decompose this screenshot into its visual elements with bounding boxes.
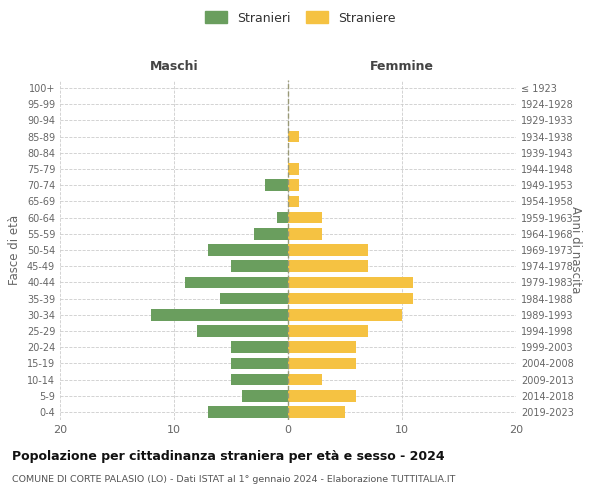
Bar (288, 390, 356, 402)
Legend: Stranieri, Straniere: Stranieri, Straniere (205, 11, 395, 24)
Bar (288, 325, 368, 337)
Bar (231, 358, 288, 369)
Text: Femmine: Femmine (370, 60, 434, 73)
Bar (288, 163, 299, 175)
Bar (288, 374, 322, 386)
Bar (197, 325, 288, 337)
Bar (208, 244, 288, 256)
Bar (288, 358, 356, 369)
Bar (242, 390, 288, 402)
Bar (185, 276, 288, 288)
Bar (231, 342, 288, 353)
Bar (231, 374, 288, 386)
Bar (265, 180, 288, 191)
Bar (288, 260, 368, 272)
Bar (151, 309, 288, 320)
Text: COMUNE DI CORTE PALASIO (LO) - Dati ISTAT al 1° gennaio 2024 - Elaborazione TUTT: COMUNE DI CORTE PALASIO (LO) - Dati ISTA… (12, 475, 455, 484)
Bar (288, 180, 299, 191)
Text: Popolazione per cittadinanza straniera per età e sesso - 2024: Popolazione per cittadinanza straniera p… (12, 450, 445, 463)
Bar (288, 276, 413, 288)
Bar (288, 196, 299, 207)
Bar (288, 244, 368, 256)
Bar (254, 228, 288, 239)
Bar (288, 292, 413, 304)
Bar (208, 406, 288, 417)
Bar (220, 292, 288, 304)
Bar (288, 131, 299, 142)
Bar (231, 260, 288, 272)
Bar (288, 342, 356, 353)
Y-axis label: Fasce di età: Fasce di età (8, 215, 21, 285)
Bar (288, 309, 402, 320)
Bar (288, 406, 345, 417)
Bar (288, 228, 322, 239)
Text: Maschi: Maschi (149, 60, 199, 73)
Y-axis label: Anni di nascita: Anni di nascita (569, 206, 582, 294)
Bar (288, 212, 322, 224)
Bar (277, 212, 288, 224)
